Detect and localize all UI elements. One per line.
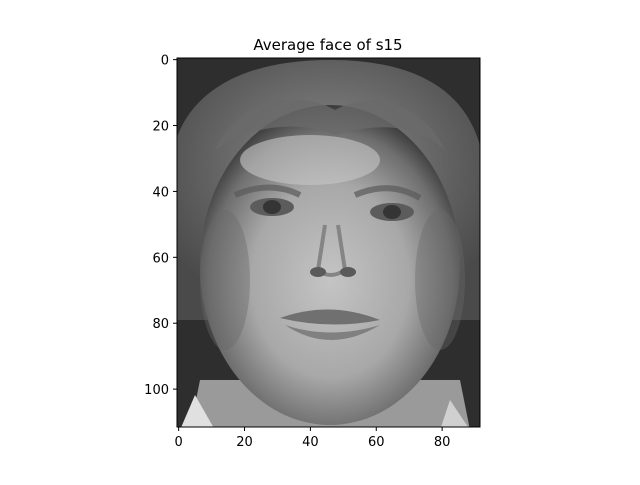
- x-tick-label: 0: [175, 435, 183, 450]
- y-tick-label: 40: [152, 185, 169, 200]
- axes-frame: [176, 57, 481, 428]
- x-tick-label: 80: [434, 435, 451, 450]
- x-tick-label: 20: [236, 435, 253, 450]
- y-tick-label: 60: [152, 251, 169, 266]
- y-axis: 0 20 40 60 80 100: [144, 54, 177, 398]
- average-face-image: [177, 58, 480, 427]
- y-tick-label: 100: [144, 383, 169, 398]
- x-tick-label: 60: [368, 435, 385, 450]
- y-tick-label: 80: [152, 317, 169, 332]
- y-tick-label: 0: [161, 54, 169, 69]
- x-axis: 0 20 40 60 80: [175, 427, 451, 450]
- x-tick-label: 40: [302, 435, 319, 450]
- y-tick-label: 20: [152, 120, 169, 135]
- chart-title: Average face of s15: [253, 36, 402, 54]
